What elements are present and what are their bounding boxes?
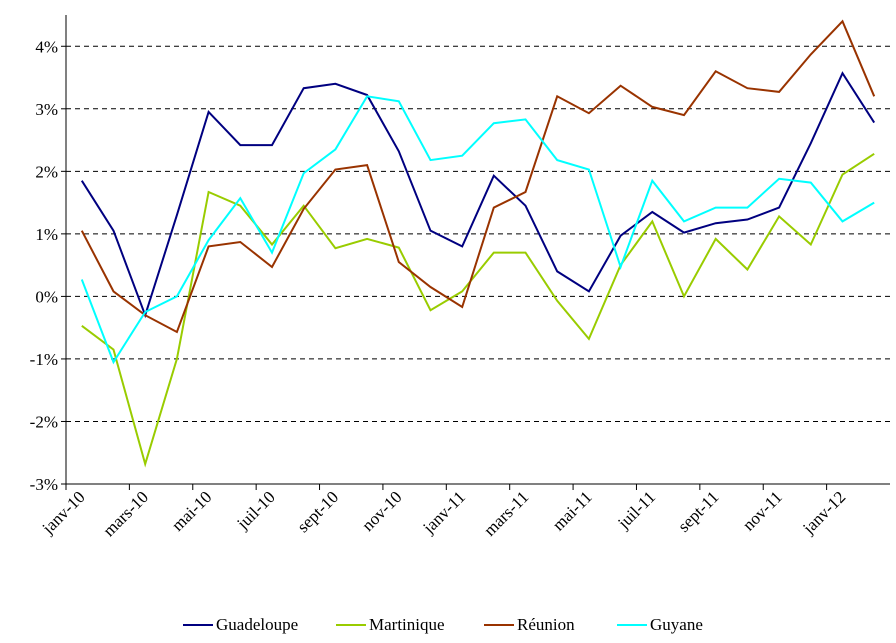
x-tick-label: sept-11 [674,487,722,535]
legend-label: Réunion [517,615,575,634]
x-tick-label: juil-10 [233,487,279,533]
series-line [80,71,876,319]
x-tick-label: nov-11 [739,487,786,534]
x-tick-label: sept-10 [293,487,342,536]
x-tick-label: mars-10 [99,487,152,540]
x-tick-label: nov-10 [358,487,405,534]
y-tick-label: 0% [35,287,58,306]
x-tick-label: janv-10 [38,487,89,538]
x-tick-label: mai-10 [168,487,215,534]
x-tick-label: mai-11 [549,487,596,534]
y-tick-label: 4% [35,37,58,56]
y-tick-label: -1% [30,350,58,369]
y-tick-label: -3% [30,475,58,494]
x-tick-label: janv-11 [419,487,469,537]
series-line [81,152,875,468]
x-tick-label: janv-12 [798,487,849,538]
legend-label: Martinique [369,615,445,634]
y-tick-label: 1% [35,225,58,244]
legend-label: Guyane [650,615,703,634]
legend-label: Guadeloupe [216,615,298,634]
x-tick-label: mars-11 [480,487,532,539]
series-line [80,95,875,365]
y-tick-label: 2% [35,162,58,181]
y-tick-label: -2% [30,412,58,431]
x-tick-label: juil-11 [613,487,659,533]
series-line [80,19,876,334]
y-tick-label: 3% [35,100,58,119]
